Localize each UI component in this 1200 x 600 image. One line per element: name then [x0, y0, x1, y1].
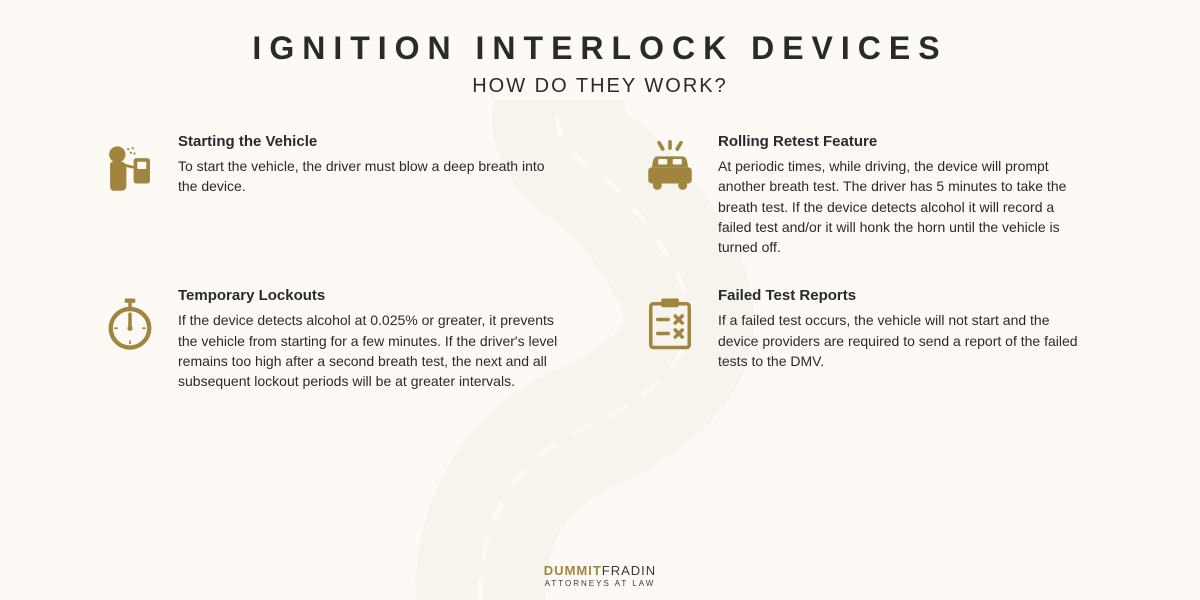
- feature-body: If a failed test occurs, the vehicle wil…: [718, 310, 1090, 371]
- feature-lockouts: Temporary Lockouts If the device detects…: [100, 287, 560, 391]
- brand-first: DUMMIT: [544, 563, 602, 578]
- feature-title: Temporary Lockouts: [178, 287, 560, 304]
- feature-starting: Starting the Vehicle To start the vehicl…: [100, 133, 560, 257]
- car-alert-icon: [640, 139, 700, 199]
- subtitle: HOW DO THEY WORK?: [60, 75, 1140, 98]
- brand-tagline: ATTORNEYS AT LAW: [0, 579, 1200, 588]
- stopwatch-icon: [100, 293, 160, 353]
- clipboard-fail-icon: [640, 293, 700, 353]
- feature-failed: Failed Test Reports If a failed test occ…: [640, 287, 1100, 391]
- footer-logo: DUMMITFRADIN ATTORNEYS AT LAW: [0, 563, 1200, 588]
- feature-title: Rolling Retest Feature: [718, 133, 1090, 150]
- brand-rest: FRADIN: [602, 563, 656, 578]
- features-grid: Starting the Vehicle To start the vehicl…: [60, 133, 1140, 392]
- feature-body: At periodic times, while driving, the de…: [718, 156, 1090, 257]
- main-title: IGNITION INTERLOCK DEVICES: [60, 30, 1140, 67]
- feature-body: To start the vehicle, the driver must bl…: [178, 156, 560, 197]
- breathalyzer-icon: [100, 139, 160, 199]
- feature-title: Failed Test Reports: [718, 287, 1090, 304]
- feature-rolling: Rolling Retest Feature At periodic times…: [640, 133, 1100, 257]
- feature-body: If the device detects alcohol at 0.025% …: [178, 310, 560, 391]
- feature-title: Starting the Vehicle: [178, 133, 560, 150]
